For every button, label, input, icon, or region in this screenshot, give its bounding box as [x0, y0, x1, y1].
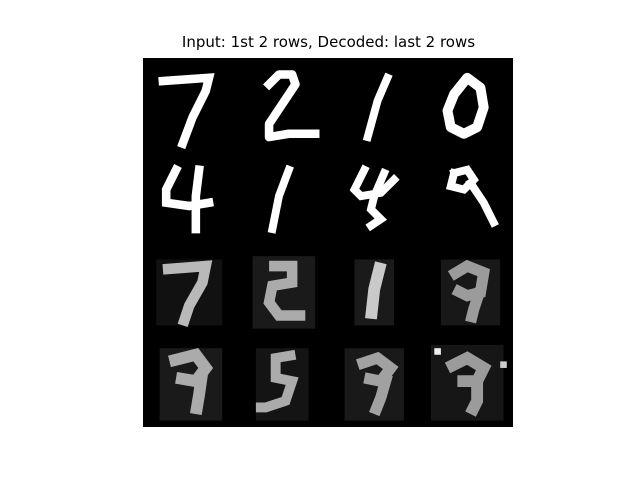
- figure-title: Input: 1st 2 rows, Decoded: last 2 rows: [181, 33, 476, 51]
- decoded-digit-7: [143, 243, 236, 335]
- input-digit-4b: [328, 150, 421, 242]
- input-digit-1b: [236, 150, 329, 242]
- input-digit-2: [236, 58, 329, 150]
- decoded-digit-9c: [421, 335, 514, 427]
- decoded-digit-1: [328, 243, 421, 335]
- decoded-digit-9a: [143, 335, 236, 427]
- image-grid: [143, 58, 513, 427]
- decoded-digit-5: [236, 335, 329, 427]
- decoded-digit-9b: [328, 335, 421, 427]
- decoded-digit-9: [421, 243, 514, 335]
- input-digit-1: [328, 58, 421, 150]
- input-digit-7: [143, 58, 236, 150]
- input-digit-4: [143, 150, 236, 242]
- input-digit-0: [421, 58, 514, 150]
- decoded-digit-2: [236, 243, 329, 335]
- input-digit-9: [421, 150, 514, 242]
